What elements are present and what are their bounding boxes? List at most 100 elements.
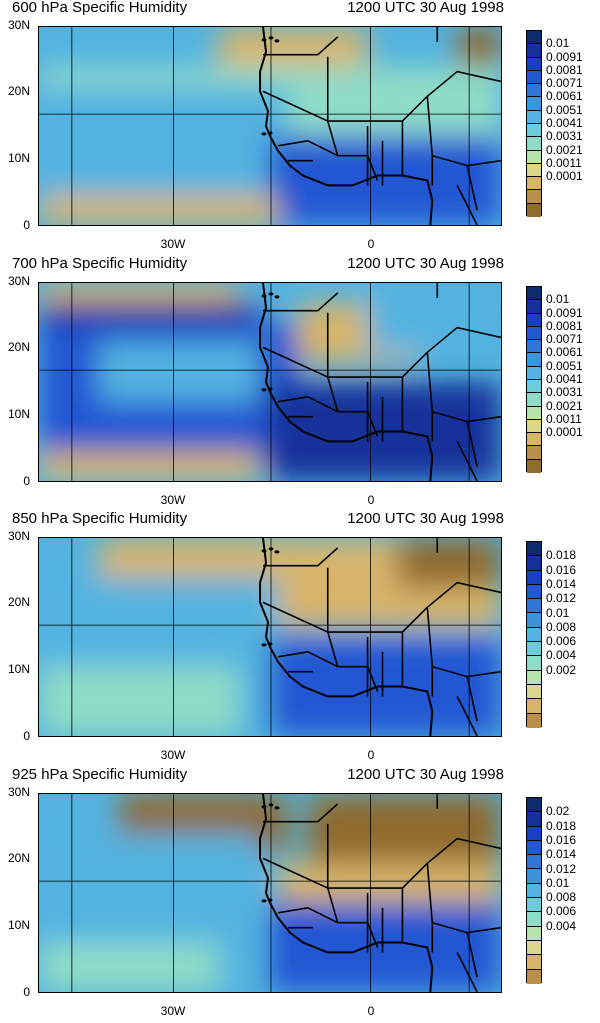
island [261,294,267,298]
humidity-region [39,942,219,992]
humidity-region [397,538,501,588]
colorbar-segment [527,57,541,71]
colorbar-label: 0.0061 [546,345,583,360]
panel-title: 850 hPa Specific Humidity [12,510,188,527]
colorbar-label: 0.0031 [546,129,583,144]
colorbar-segment [527,840,541,856]
colorbar-label: 0.014 [546,576,577,591]
colorbar-label: 0.016 [546,562,577,577]
panel-time: 1200 UTC 30 Aug 1998 [347,766,504,783]
colorbar-label: 0.0011 [546,411,582,426]
colorbar-segment [527,366,541,380]
colorbar-label: 0.0061 [546,89,583,104]
colorbar-label: 0.01 [546,875,570,890]
country-border [327,581,501,633]
colorbar-label: 0.014 [546,847,577,862]
colorbar-label: 0.006 [546,904,577,919]
island [267,131,273,135]
colorbar-segment [527,826,541,841]
island [261,805,267,809]
humidity-field [39,283,501,481]
island [261,899,267,903]
x-tick-label: 30W [160,748,186,762]
colorbar-segment [527,163,541,178]
colorbar-segment [527,70,541,85]
colorbar-segment [527,656,541,671]
colorbar-label: 0.0021 [546,142,583,157]
humidity-region [98,342,259,402]
x-tick-label: 0 [367,748,375,762]
country-border [337,921,379,948]
country-border [426,607,501,678]
colorbar-label: 0.0041 [546,116,583,130]
map-panel: 600 hPa Specific Humidity 1200 UTC 30 Aug… [0,0,600,256]
map-plot [38,26,502,226]
y-tick-label: 30N [7,529,30,543]
colorbar-label: 0.0041 [546,372,583,386]
colorbar-segment [527,699,541,714]
country-border [466,676,478,722]
colorbar-segment [527,556,541,571]
country-border [327,326,501,378]
colorbar-segment [527,446,541,460]
country-border [456,696,478,736]
colorbar-label: 0.018 [546,818,577,833]
colorbar [526,797,542,984]
colorbar-segment [527,684,541,700]
y-tick-label: 30N [7,18,30,32]
humidity-field [39,27,501,225]
colorbar-label: 0.012 [546,591,577,606]
country-border [456,952,478,992]
island [267,642,273,646]
colorbar-label: 0.004 [546,648,577,663]
map-panel: 850 hPa Specific Humidity 1200 UTC 30 Aug… [0,510,600,767]
island [274,550,280,554]
colorbar [526,30,542,217]
humidity-region [457,27,501,67]
colorbar-segment [527,31,541,45]
humidity-region [39,283,239,303]
country-border [466,932,478,978]
colorbar-segment [527,627,541,643]
y-tick-label: 30N [7,274,30,288]
colorbar-segment [527,137,541,151]
colorbar-segment [527,798,541,813]
humidity-region [268,902,501,992]
colorbar [526,541,542,728]
y-tick-label: 30N [7,785,30,799]
colorbar-label: 0.0081 [546,318,583,333]
country-border [263,547,339,567]
island [267,387,273,391]
colorbar-label: 0.0071 [546,76,583,91]
panel-title: 600 hPa Specific Humidity [12,0,188,16]
x-tick-label: 0 [367,493,375,507]
y-tick-label: 0 [23,985,30,999]
colorbar-segment [527,926,541,941]
colorbar-segment [527,613,541,628]
colorbar-label: 0.018 [546,548,577,563]
colorbar-segment [527,670,541,685]
colorbar-segment [527,44,541,58]
country-border [337,410,379,437]
colorbar-label: 0.012 [546,861,577,876]
colorbar [526,286,542,473]
colorbar-segment [527,713,541,728]
colorbar-segment [527,326,541,341]
colorbar-segment [527,459,541,473]
y-tick-label: 10N [7,662,30,676]
country-border [277,140,339,157]
y-tick-label: 0 [23,474,30,488]
colorbar-label: 0.0051 [546,102,583,117]
humidity-region [98,538,269,578]
humidity-region [307,794,501,874]
y-tick-label: 20N [7,851,30,865]
colorbar-label: 0.01 [546,36,570,51]
colorbar-segment [527,570,541,585]
coastline [259,283,434,481]
colorbar-label: 0.0081 [546,62,583,77]
colorbar-segment [527,393,541,407]
colorbar-segment [527,110,541,124]
colorbar-label: 0.008 [546,890,577,905]
colorbar-segment [527,379,541,394]
country-border [456,441,478,481]
